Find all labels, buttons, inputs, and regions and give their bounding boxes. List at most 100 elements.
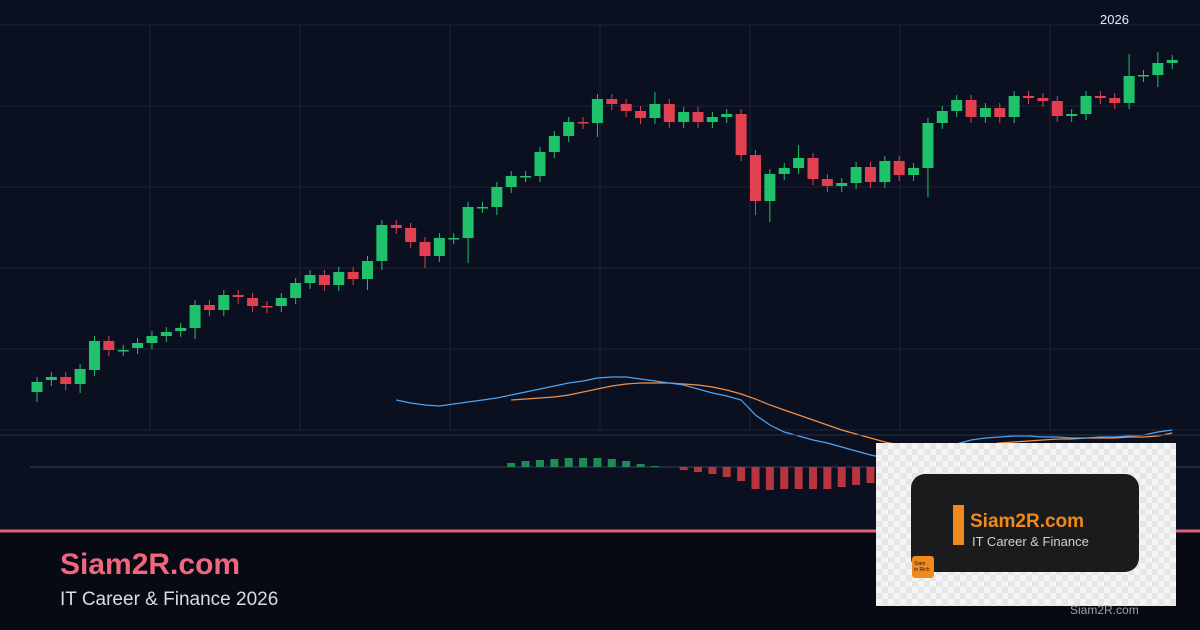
candle-body bbox=[1137, 75, 1149, 77]
candle-body bbox=[548, 136, 560, 152]
candle-body bbox=[117, 350, 129, 352]
candle-body bbox=[448, 238, 460, 240]
histogram-bar bbox=[765, 467, 774, 490]
candle-body bbox=[60, 377, 72, 384]
candle-body bbox=[203, 305, 215, 310]
candle-body bbox=[247, 298, 259, 306]
candle-body bbox=[1023, 96, 1035, 98]
candle-body bbox=[591, 99, 603, 123]
candle-body bbox=[692, 112, 704, 122]
candle-body bbox=[793, 158, 805, 168]
histogram-bar bbox=[535, 460, 544, 467]
candle-body bbox=[31, 382, 43, 392]
candle-body bbox=[663, 104, 675, 122]
logo-card bbox=[911, 474, 1139, 572]
candle-body bbox=[678, 112, 690, 122]
candle-body bbox=[1066, 114, 1078, 116]
histogram-bar bbox=[737, 467, 746, 481]
histogram-bar bbox=[694, 467, 703, 472]
histogram-bar bbox=[622, 461, 631, 467]
candle-body bbox=[850, 167, 862, 183]
candle-body bbox=[232, 295, 244, 297]
histogram-bar bbox=[564, 458, 573, 467]
candle-body bbox=[620, 104, 632, 111]
histogram-bar bbox=[607, 459, 616, 467]
badge-line: Siam bbox=[914, 561, 926, 567]
histogram-bar bbox=[794, 467, 803, 489]
candle-body bbox=[333, 272, 345, 285]
candle-body bbox=[261, 306, 273, 308]
candle-body bbox=[160, 332, 172, 336]
candle-body bbox=[649, 104, 661, 118]
candle-body bbox=[936, 111, 948, 123]
period-label: 2026 bbox=[1100, 12, 1129, 27]
candle-body bbox=[635, 111, 647, 118]
candle-body bbox=[476, 207, 488, 209]
candle-body bbox=[520, 176, 532, 178]
histogram-bar bbox=[808, 467, 817, 489]
candle-body bbox=[491, 187, 503, 207]
candle-body bbox=[74, 369, 86, 384]
signal-line bbox=[511, 382, 1173, 451]
logo-name: Siam2R.com bbox=[970, 511, 1085, 532]
candle-body bbox=[721, 114, 733, 117]
candle-body bbox=[362, 261, 374, 279]
candle-body bbox=[376, 225, 388, 261]
histogram-bar bbox=[507, 463, 516, 467]
histogram-bar bbox=[636, 464, 645, 467]
candle-body bbox=[534, 152, 546, 176]
watermark: Siam2R.com bbox=[1070, 603, 1139, 617]
candle-body bbox=[88, 341, 100, 370]
candle-body bbox=[1123, 76, 1135, 103]
histogram-bar bbox=[708, 467, 717, 474]
histogram-bar bbox=[780, 467, 789, 489]
candle-body bbox=[864, 167, 876, 182]
candle-body bbox=[390, 225, 402, 228]
candle-body bbox=[735, 114, 747, 155]
candle-body bbox=[1152, 63, 1164, 75]
candle-body bbox=[275, 298, 287, 306]
candle-body bbox=[606, 99, 618, 104]
candle-body bbox=[45, 377, 57, 380]
candle-body bbox=[1037, 98, 1049, 101]
histogram-bar bbox=[579, 458, 588, 467]
logo-tagline: IT Career & Finance bbox=[972, 534, 1089, 549]
candle-body bbox=[405, 228, 417, 242]
candle-body bbox=[1166, 60, 1178, 63]
histogram-bar bbox=[650, 466, 659, 467]
candle-body bbox=[951, 100, 963, 111]
histogram-bar bbox=[866, 467, 875, 483]
histogram-bar bbox=[751, 467, 760, 489]
candle-body bbox=[189, 305, 201, 328]
candle-body bbox=[318, 275, 330, 285]
histogram-bar bbox=[823, 467, 832, 489]
candle-body bbox=[433, 238, 445, 256]
candle-body bbox=[807, 158, 819, 179]
candle-body bbox=[304, 275, 316, 283]
histogram-bar bbox=[521, 461, 530, 467]
histogram-bar bbox=[722, 467, 731, 477]
candle-body bbox=[462, 207, 474, 238]
candle-body bbox=[764, 174, 776, 201]
histogram-bar bbox=[593, 458, 602, 467]
histogram-bar bbox=[679, 467, 688, 470]
candle-body bbox=[1109, 98, 1121, 103]
candle-body bbox=[836, 183, 848, 186]
candle-body bbox=[821, 179, 833, 186]
candle-body bbox=[419, 242, 431, 256]
macd-line bbox=[396, 376, 1173, 461]
candle-body bbox=[132, 343, 144, 348]
logo-badge: Siam to Rich bbox=[912, 556, 934, 578]
candle-body bbox=[290, 283, 302, 298]
brand-name: Siam2R.com bbox=[60, 548, 241, 581]
candle-body bbox=[965, 100, 977, 117]
candle-body bbox=[979, 108, 991, 117]
histogram-bar bbox=[852, 467, 861, 485]
logo-bar bbox=[953, 505, 964, 545]
candle-body bbox=[505, 176, 517, 187]
candle-body bbox=[175, 328, 187, 331]
candle-body bbox=[750, 155, 761, 201]
candle-body bbox=[563, 122, 575, 136]
logo-panel: Siam2R.com IT Career & Finance Siam to Ri… bbox=[876, 443, 1176, 606]
